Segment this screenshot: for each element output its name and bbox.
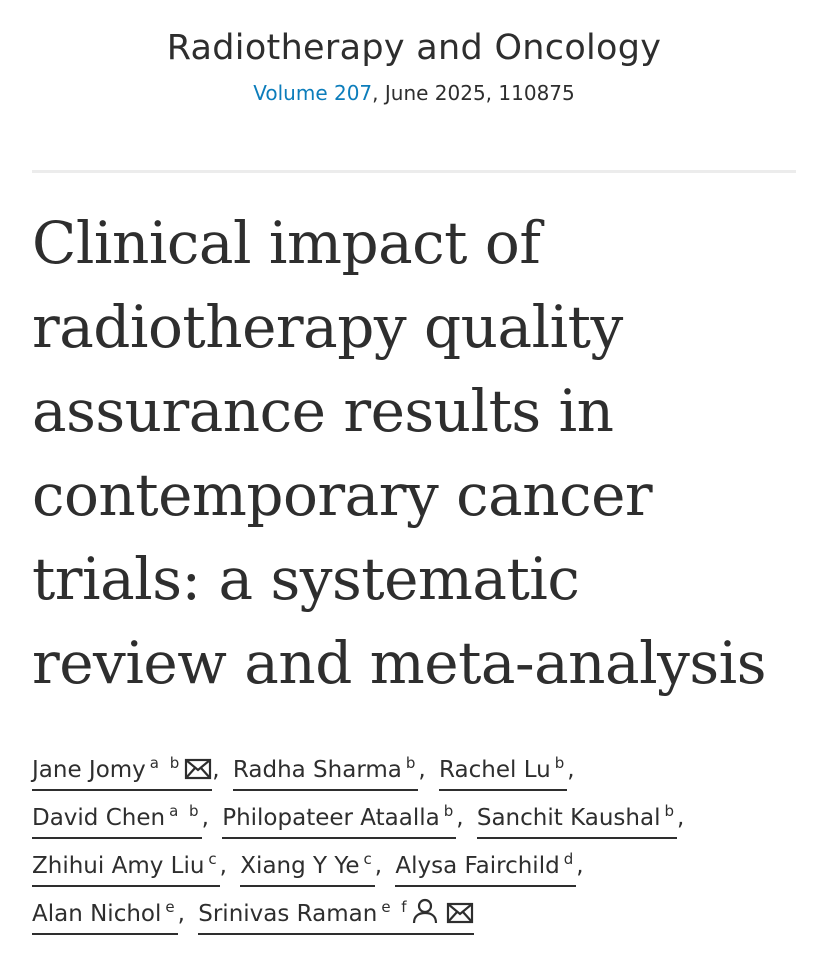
separator: ,: [374, 853, 383, 879]
author-link[interactable]: Rachel Lu b: [439, 744, 568, 791]
email-icon: [184, 758, 212, 780]
separator: ,: [212, 757, 220, 783]
affiliation-marker: b: [554, 754, 568, 772]
separator: ,: [177, 901, 185, 927]
affiliation-marker: d: [563, 850, 577, 868]
person-icon: [412, 898, 438, 924]
journal-meta: Volume 207, June 2025, 110875: [0, 80, 828, 106]
affiliation-marker: e: [165, 898, 178, 916]
author-line: David Chen a b, Philopateer Ataalla b, San…: [32, 792, 822, 840]
author-name: Alan Nichol: [32, 901, 162, 927]
author-link[interactable]: Xiang Y Ye c: [240, 840, 375, 887]
affiliation-marker: a b: [169, 802, 202, 820]
author-name: Jane Jomy: [32, 757, 146, 783]
author-link[interactable]: Alysa Fairchild d: [395, 840, 577, 887]
separator: ,: [576, 853, 584, 879]
author-name: Xiang Y Ye: [240, 853, 360, 879]
issue-info: , June 2025, 110875: [372, 81, 575, 105]
separator: ,: [418, 757, 426, 783]
title-line: Clinical impact of: [32, 209, 541, 277]
volume-link[interactable]: Volume 207: [253, 81, 373, 105]
author-name: David Chen: [32, 805, 166, 831]
separator: ,: [677, 805, 685, 831]
author-name: Philopateer Ataalla: [222, 805, 440, 831]
affiliation-marker: a b: [149, 754, 183, 772]
journal-name[interactable]: Radiotherapy and Oncology: [166, 28, 662, 68]
author-link[interactable]: Srinivas Raman e f: [198, 888, 474, 935]
journal-header: Radiotherapy and Oncology Volume 207, Ju…: [0, 0, 828, 106]
email-icon: [446, 902, 474, 924]
author-name: Zhihui Amy Liu: [32, 853, 205, 879]
author-list: Jane Jomy a b, Radha Sharma b, Rachel Lu b,…: [32, 744, 822, 936]
separator: ,: [219, 853, 227, 879]
author-link[interactable]: Radha Sharma b: [232, 744, 419, 791]
title-line: radiotherapy quality: [32, 293, 623, 361]
author-link[interactable]: Philopateer Ataalla b: [222, 792, 457, 839]
affiliation-marker: b: [664, 802, 677, 820]
author-name: Radha Sharma: [232, 757, 402, 783]
affiliation-marker: b: [443, 802, 457, 820]
header-divider: [32, 170, 796, 173]
title-line: review and meta-analysis: [32, 629, 767, 697]
affiliation-marker: c: [363, 850, 375, 868]
author-line: Alan Nichol e, Srinivas Raman e f: [32, 888, 822, 936]
separator: ,: [567, 757, 575, 783]
title-line: assurance results in: [32, 377, 614, 445]
author-link[interactable]: Zhihui Amy Liu c: [32, 840, 220, 887]
separator: ,: [201, 805, 209, 831]
author-line: Jane Jomy a b, Radha Sharma b, Rachel Lu b,: [32, 744, 822, 792]
title-line: contemporary cancer: [32, 461, 653, 529]
affiliation-marker: e f: [381, 898, 410, 916]
author-name: Srinivas Raman: [198, 901, 378, 927]
affiliation-marker: c: [208, 850, 220, 868]
author-line: Zhihui Amy Liu c, Xiang Y Ye c, Alysa Fair…: [32, 840, 822, 888]
author-link[interactable]: Alan Nichol e: [32, 888, 178, 935]
title-line: trials: a systematic: [32, 545, 580, 613]
author-name: Alysa Fairchild: [395, 853, 560, 879]
author-link[interactable]: Sanchit Kaushal b: [476, 792, 677, 839]
author-name: Sanchit Kaushal: [476, 805, 661, 831]
author-link[interactable]: David Chen a b: [32, 792, 202, 839]
article-title: Clinical impact of radiotherapy quality …: [32, 201, 812, 705]
author-link[interactable]: Jane Jomy a b: [32, 744, 213, 791]
separator: ,: [456, 805, 464, 831]
affiliation-marker: b: [405, 754, 419, 772]
author-name: Rachel Lu: [439, 757, 551, 783]
